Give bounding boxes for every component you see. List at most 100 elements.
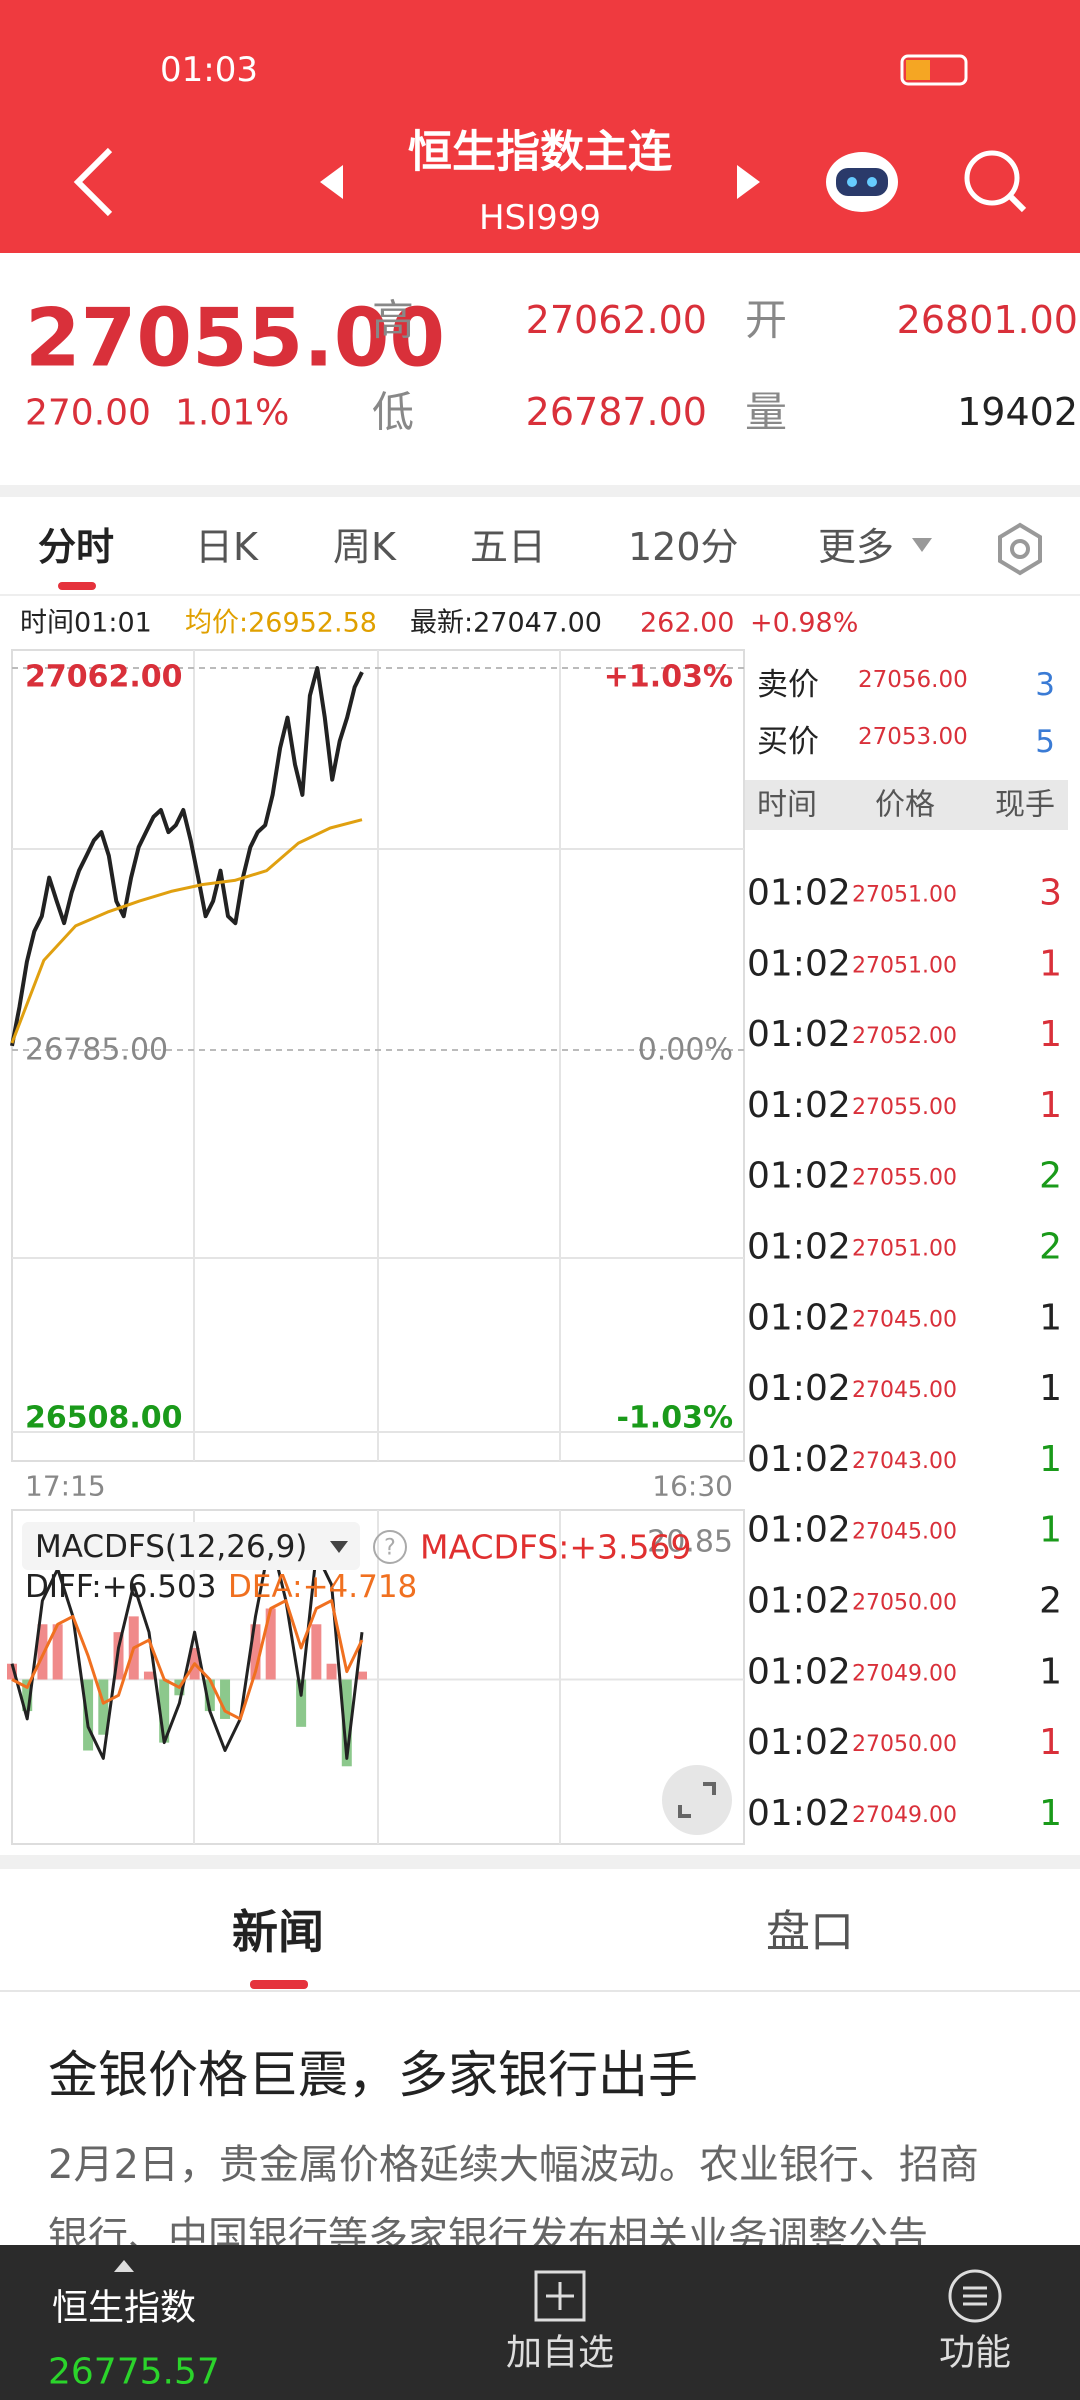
trade-time: 01:02 [747, 1581, 851, 1622]
diff-value: DIFF:+6.503 [25, 1569, 216, 1605]
x-tick-label: 17:15 [25, 1470, 106, 1503]
tab-underline [58, 582, 96, 590]
article-headline[interactable]: 金银价格巨震，多家银行出手 [48, 2046, 698, 2104]
volume-label: 量 [745, 388, 787, 437]
indicator-name[interactable]: MACDFS(12,26,9) [35, 1529, 307, 1565]
trade-price: 27055.00 [852, 1166, 957, 1191]
avg-line [10, 818, 363, 1044]
macd-bar [22, 1679, 33, 1712]
article-line: 2月2日，贵金属价格延续大幅波动。农业银行、招商 [48, 2142, 979, 2188]
column-header: 现手 [995, 788, 1055, 823]
macd-bar [7, 1663, 17, 1680]
period-tab[interactable]: 120分 [628, 525, 739, 569]
macd-bar [357, 1671, 367, 1680]
indicator-arrow [330, 1541, 348, 1553]
trade-qty: 1 [1039, 1510, 1062, 1551]
trade-time: 01:02 [747, 943, 851, 984]
macd-bar [311, 1624, 322, 1680]
macd-bar [52, 1624, 63, 1680]
prev-contract[interactable] [320, 165, 343, 199]
trade-price: 27051.00 [852, 1237, 957, 1262]
news-tab[interactable]: 新闻 [232, 1905, 324, 1959]
orderbook-tab[interactable]: 盘口 [766, 1907, 854, 1958]
trade-time: 01:02 [747, 1510, 851, 1551]
menu-icon[interactable] [948, 2269, 1002, 2323]
dea-line [11, 1599, 364, 1721]
y-tick-label: 26785.00 [25, 1033, 168, 1068]
trade-time: 01:02 [747, 1651, 851, 1692]
index-name[interactable]: 恒生指数 [52, 2288, 196, 2329]
trade-qty: 1 [1039, 1085, 1062, 1126]
high: 27062.00 [526, 298, 707, 342]
trade-header-bg [745, 780, 1068, 830]
x-tick-label: 16:30 [652, 1470, 733, 1503]
pct-label: +1.03% [604, 660, 733, 695]
header-title: 恒生指数主连 [408, 127, 672, 178]
trade-qty: 2 [1039, 1581, 1062, 1622]
period-tab[interactable]: 更多 [818, 525, 894, 569]
trade-price: 27055.00 [852, 1095, 957, 1120]
column-header: 价格 [875, 788, 935, 823]
trade-qty: 1 [1039, 1722, 1062, 1763]
back-button[interactable] [73, 147, 113, 217]
pct-label: 0.00% [638, 1033, 733, 1068]
macd-bar [143, 1671, 154, 1680]
period-tab[interactable]: 日K [195, 525, 259, 569]
trade-qty: 1 [1039, 1297, 1062, 1338]
y-tick-label: 26508.00 [25, 1401, 183, 1436]
settings-button[interactable] [998, 522, 1042, 576]
trade-price: 27045.00 [852, 1520, 957, 1545]
trade-time: 01:02 [747, 873, 851, 914]
news-underline [250, 1980, 308, 1989]
add-icon[interactable] [534, 2270, 586, 2322]
header-code: HSI999 [479, 198, 601, 238]
macd-bar [250, 1624, 261, 1680]
assistant-button[interactable] [826, 152, 898, 212]
price-line [10, 666, 364, 1047]
trade-time: 01:02 [747, 1297, 851, 1338]
trade-qty: 1 [1039, 1651, 1062, 1692]
next-contract[interactable] [737, 165, 760, 199]
volume: 19402 [957, 390, 1078, 434]
more-arrow[interactable] [912, 538, 932, 552]
trade-qty: 2 [1039, 1156, 1062, 1197]
macd-value: MACDFS:+3.569 [420, 1528, 692, 1567]
trade-price: 27050.00 [852, 1591, 957, 1616]
menu[interactable]: 功能 [939, 2333, 1011, 2374]
trade-price: 27049.00 [852, 1803, 957, 1828]
info-last: 最新:27047.00 [410, 608, 602, 639]
diff-line [10, 1536, 364, 1760]
trade-price: 27051.00 [852, 883, 957, 908]
search-button[interactable] [964, 150, 1027, 213]
low-label: 低 [372, 388, 414, 437]
trade-qty: 1 [1039, 1014, 1062, 1055]
separator [0, 485, 1080, 497]
macd-bar [326, 1663, 337, 1680]
period-tab[interactable]: 周K [333, 525, 397, 569]
indicator-box[interactable] [22, 1522, 360, 1570]
trade-price: 27051.00 [852, 953, 957, 978]
period-tab[interactable]: 分时 [38, 525, 114, 569]
info-change: 262.00 [640, 608, 734, 639]
add-watchlist[interactable]: 加自选 [506, 2333, 614, 2374]
trade-time: 01:02 [747, 1227, 851, 1268]
trade-time: 01:02 [747, 1439, 851, 1480]
help-icon[interactable] [373, 1530, 407, 1564]
trade-time: 01:02 [747, 1014, 851, 1055]
trade-price: 27043.00 [852, 1449, 957, 1474]
period-tabs: 分时 日K 周K 五日 120分 更多 [38, 525, 932, 569]
period-tab[interactable]: 五日 [470, 525, 546, 569]
last-price: 27055.00 [25, 292, 445, 385]
expand-arrow[interactable] [114, 2260, 134, 2272]
trade-time: 01:02 [747, 1085, 851, 1126]
trade-qty: 2 [1039, 1227, 1062, 1268]
expand-button[interactable] [662, 1765, 732, 1835]
dea-value: DEA:+4.718 [228, 1569, 417, 1605]
ask-price: 27056.00 [858, 667, 968, 693]
status-time: 01:03 [160, 50, 258, 90]
trade-time: 01:02 [747, 1156, 851, 1197]
column-header: 时间 [757, 788, 817, 823]
